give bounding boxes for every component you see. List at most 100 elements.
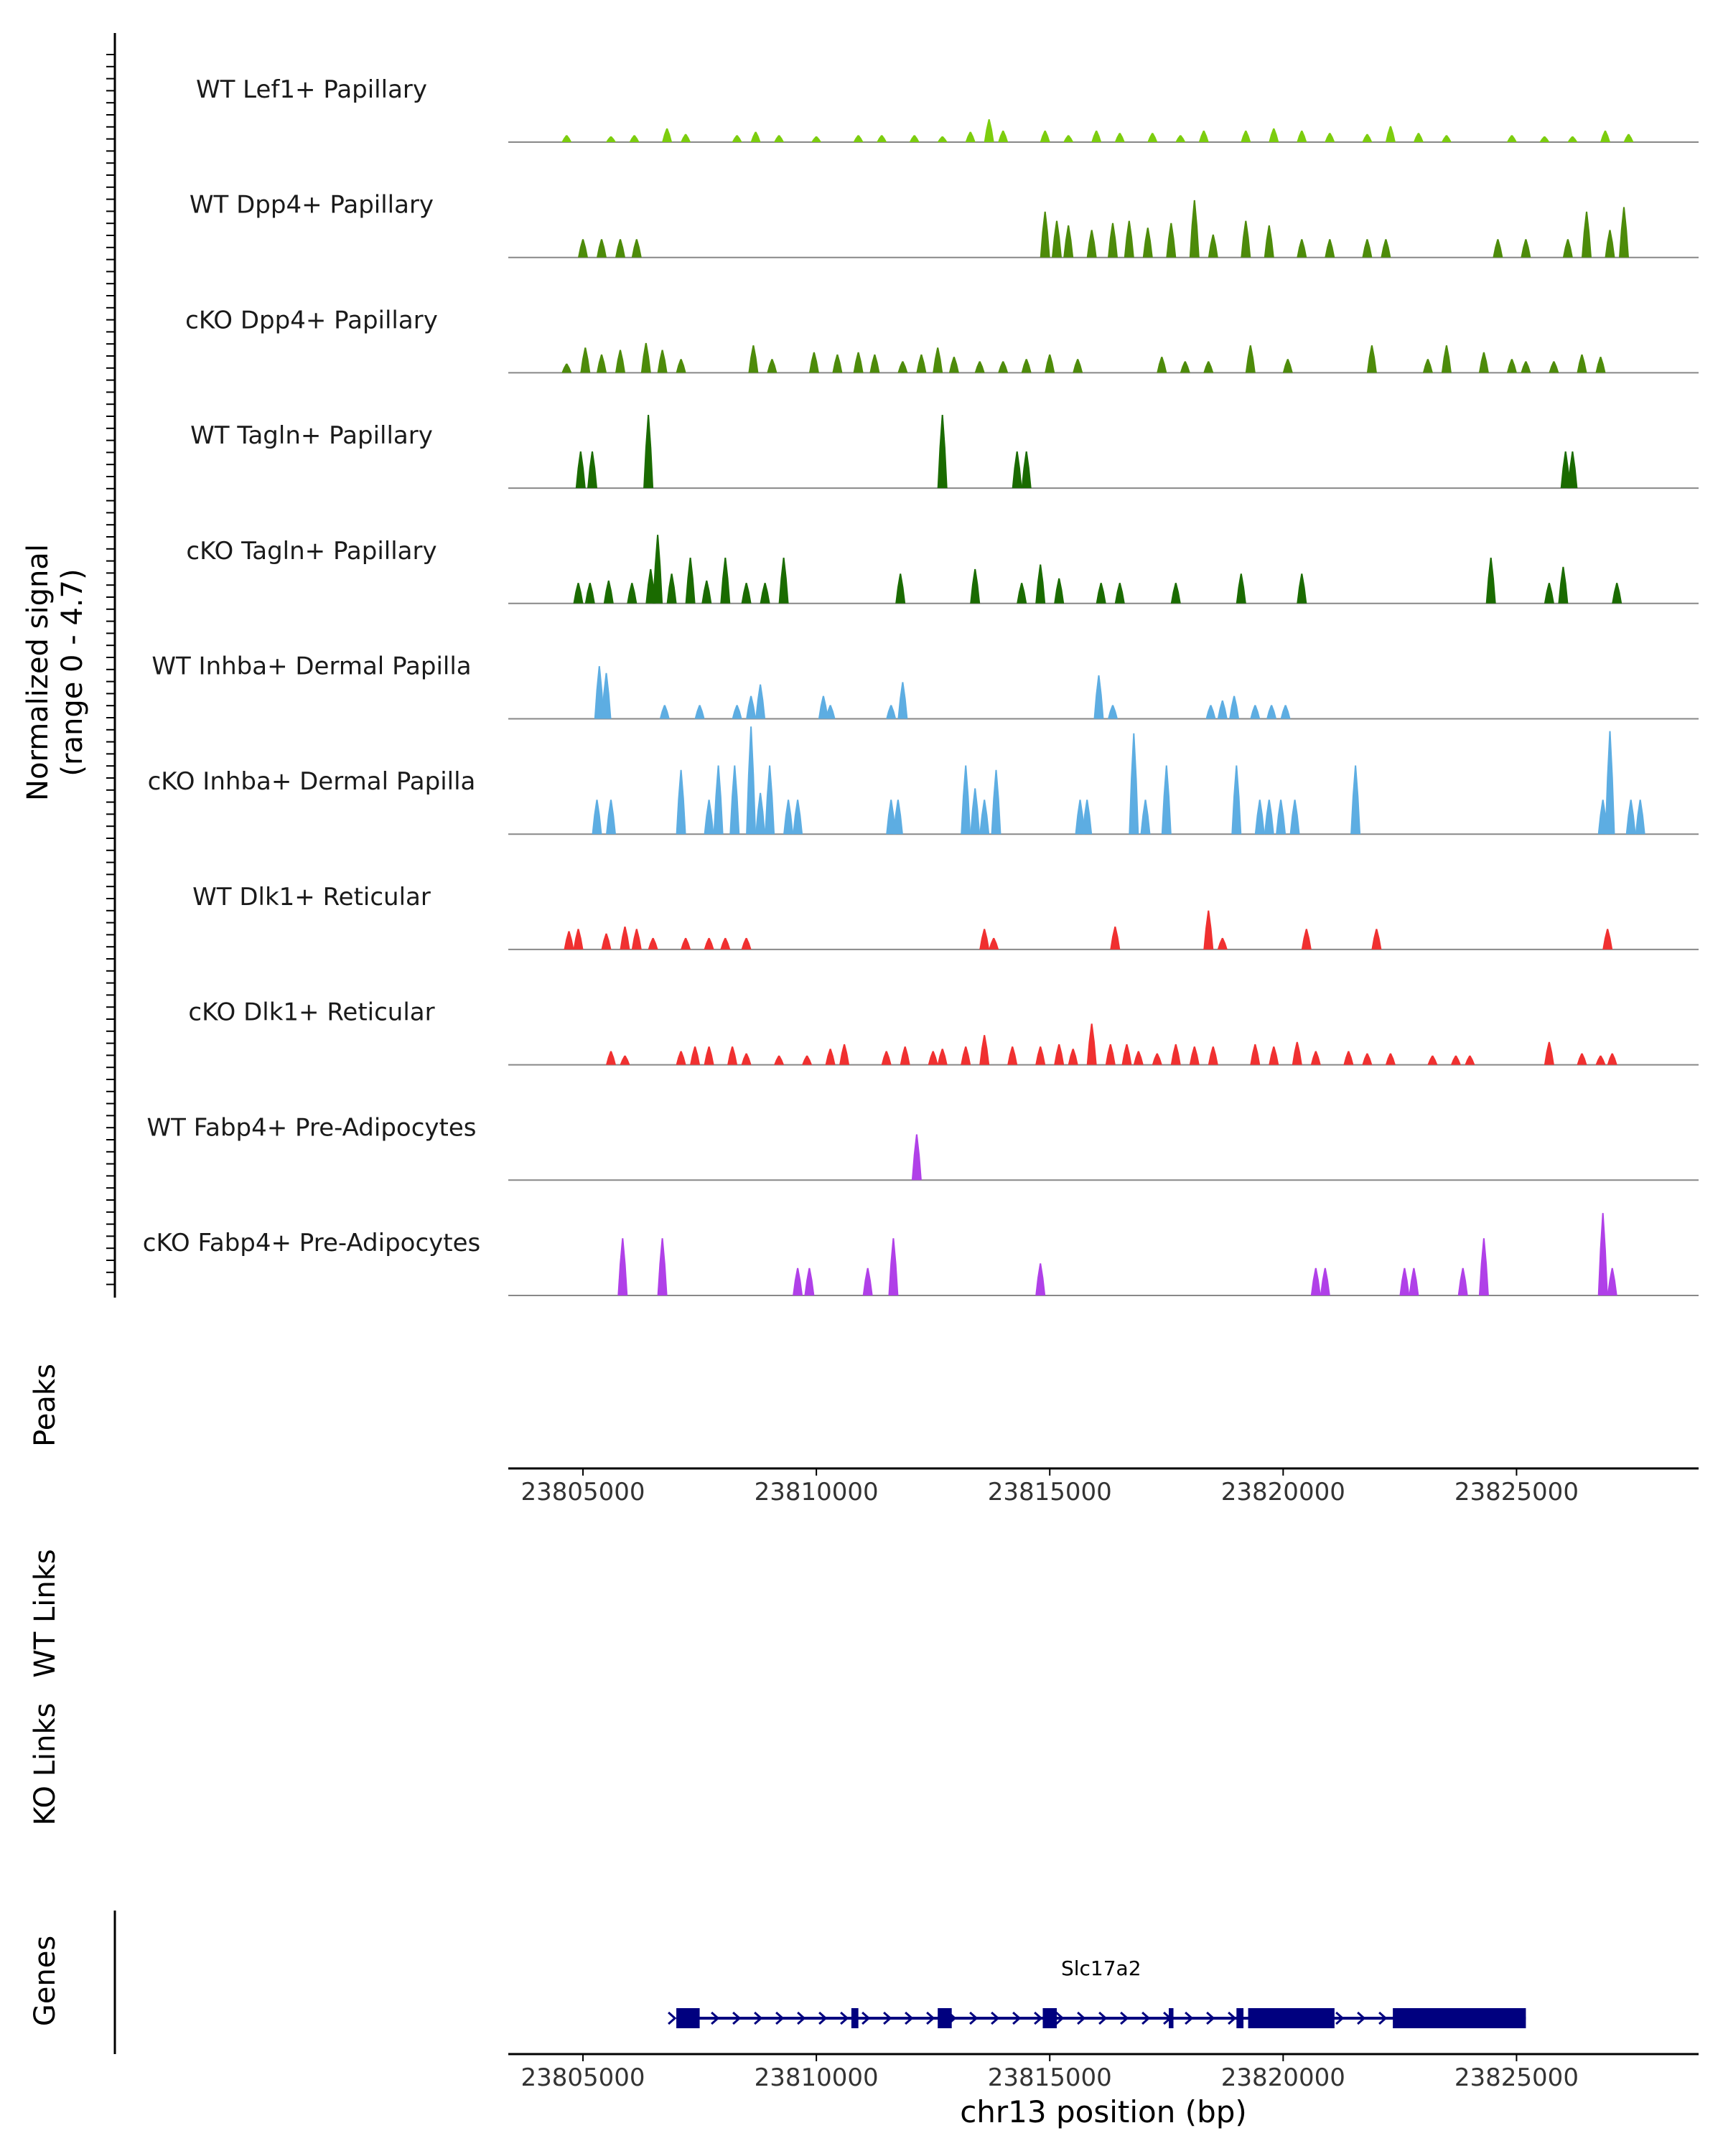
signal-peak bbox=[979, 929, 990, 950]
signal-peak bbox=[620, 1055, 630, 1065]
signal-peak bbox=[1607, 1267, 1617, 1295]
signal-peak bbox=[755, 792, 766, 835]
signal-peak bbox=[1619, 207, 1629, 258]
signal-peak bbox=[895, 573, 906, 604]
signal-peak bbox=[900, 1046, 910, 1065]
signal-peak bbox=[1189, 200, 1200, 258]
signal-peak bbox=[1441, 135, 1452, 142]
signal-peak bbox=[825, 1049, 836, 1065]
signal-peak bbox=[1217, 700, 1228, 719]
signal-peak bbox=[1544, 1041, 1554, 1065]
signal-peak bbox=[1096, 583, 1106, 604]
signal-peak bbox=[1241, 131, 1251, 142]
track-9: WT Fabp4+ Pre-Adipocytes bbox=[147, 1113, 1699, 1181]
signal-peak bbox=[561, 363, 572, 373]
signal-peak bbox=[1371, 929, 1382, 950]
signal-peak bbox=[601, 672, 612, 719]
gene-exon bbox=[1248, 2008, 1335, 2028]
signal-peak bbox=[676, 1051, 686, 1065]
signal-peak bbox=[1385, 126, 1396, 142]
track-label: cKO Inhba+ Dermal Papilla bbox=[148, 767, 476, 796]
signal-peak bbox=[1091, 131, 1102, 142]
signal-peak bbox=[839, 1044, 850, 1065]
signal-peak bbox=[1521, 361, 1531, 373]
signal-peak bbox=[974, 361, 985, 373]
signal-peak bbox=[1478, 1238, 1489, 1295]
signal-peak bbox=[1208, 234, 1218, 258]
track-label: cKO Dpp4+ Papillary bbox=[185, 306, 438, 334]
track-label: WT Dlk1+ Reticular bbox=[192, 883, 431, 911]
signal-peak bbox=[1539, 136, 1550, 142]
signal-peak bbox=[1301, 929, 1312, 950]
signal-peak bbox=[937, 136, 948, 142]
signal-peak bbox=[603, 580, 614, 604]
signal-peak bbox=[793, 1267, 803, 1295]
strand-arrow bbox=[905, 2011, 914, 2025]
strand-arrow bbox=[1055, 2011, 1065, 2025]
signal-peak bbox=[1114, 583, 1125, 604]
gene-exon bbox=[1169, 2008, 1174, 2028]
y-axis-ticks bbox=[106, 54, 115, 1285]
x-tick-label: 23825000 bbox=[1454, 2063, 1579, 2092]
signal-peak bbox=[1600, 131, 1610, 142]
signal-peak bbox=[886, 800, 897, 835]
signal-peak bbox=[767, 359, 778, 373]
signal-peak bbox=[694, 705, 705, 719]
signal-peak bbox=[681, 133, 691, 142]
signal-peak bbox=[659, 705, 670, 719]
signal-peak bbox=[1021, 359, 1032, 373]
signal-peak bbox=[1457, 1267, 1468, 1295]
signal-peak bbox=[1140, 800, 1151, 835]
strand-arrow bbox=[1228, 2011, 1237, 2025]
gene-exon bbox=[676, 2008, 700, 2028]
signal-peak bbox=[1635, 800, 1645, 835]
signal-peak bbox=[629, 135, 640, 142]
signal-peak bbox=[1180, 361, 1190, 373]
signal-peak bbox=[783, 800, 794, 835]
strand-arrow bbox=[1012, 2011, 1022, 2025]
signal-peak bbox=[1506, 135, 1517, 142]
signal-peak bbox=[1229, 695, 1240, 719]
track-7: WT Dlk1+ Reticular bbox=[192, 883, 1699, 950]
gene-model: Slc17a2 bbox=[668, 1956, 1526, 2028]
signal-peak bbox=[1427, 1055, 1438, 1065]
signal-peak bbox=[1350, 765, 1361, 835]
signal-peak bbox=[1108, 222, 1118, 258]
x-tick-label: 23825000 bbox=[1454, 1478, 1579, 1506]
track-5: WT Inhba+ Dermal Papilla bbox=[151, 652, 1699, 720]
signal-peak bbox=[765, 765, 775, 835]
signal-peak bbox=[825, 705, 836, 719]
strand-arrow bbox=[754, 2011, 763, 2025]
signal-peak bbox=[793, 800, 803, 835]
y-axis-range: (range 0 - 4.7) bbox=[56, 568, 89, 776]
signal-peak bbox=[615, 350, 625, 373]
signal-peak bbox=[961, 765, 971, 835]
track-label: WT Lef1+ Papillary bbox=[196, 75, 427, 104]
signal-peak bbox=[1157, 357, 1167, 373]
signal-peak bbox=[1075, 800, 1085, 835]
track-label: cKO Fabp4+ Pre-Adipocytes bbox=[143, 1229, 481, 1257]
signal-peak bbox=[1493, 239, 1503, 258]
signal-peak bbox=[640, 342, 651, 373]
strand-arrow bbox=[926, 2011, 935, 2025]
signal-peak bbox=[1147, 133, 1158, 142]
signal-peak bbox=[869, 354, 880, 373]
strand-arrow bbox=[1034, 2011, 1043, 2025]
signal-peak bbox=[1544, 583, 1554, 604]
signal-peak bbox=[561, 135, 572, 142]
signal-peak bbox=[1310, 1267, 1321, 1295]
track-label: WT Inhba+ Dermal Papilla bbox=[151, 652, 471, 681]
signal-peak bbox=[746, 726, 757, 835]
signal-peak bbox=[1054, 1044, 1065, 1065]
signal-peak bbox=[657, 1238, 668, 1295]
signal-peak bbox=[666, 573, 677, 604]
signal-peak bbox=[587, 451, 597, 489]
strand-arrow bbox=[1141, 2011, 1151, 2025]
signal-peak bbox=[1105, 1044, 1116, 1065]
strand-arrow bbox=[883, 2011, 892, 2025]
signal-peak bbox=[979, 1035, 990, 1065]
track-2: cKO Dpp4+ Papillary bbox=[185, 306, 1699, 374]
signal-peak bbox=[732, 705, 742, 719]
signal-peak bbox=[1280, 705, 1291, 719]
